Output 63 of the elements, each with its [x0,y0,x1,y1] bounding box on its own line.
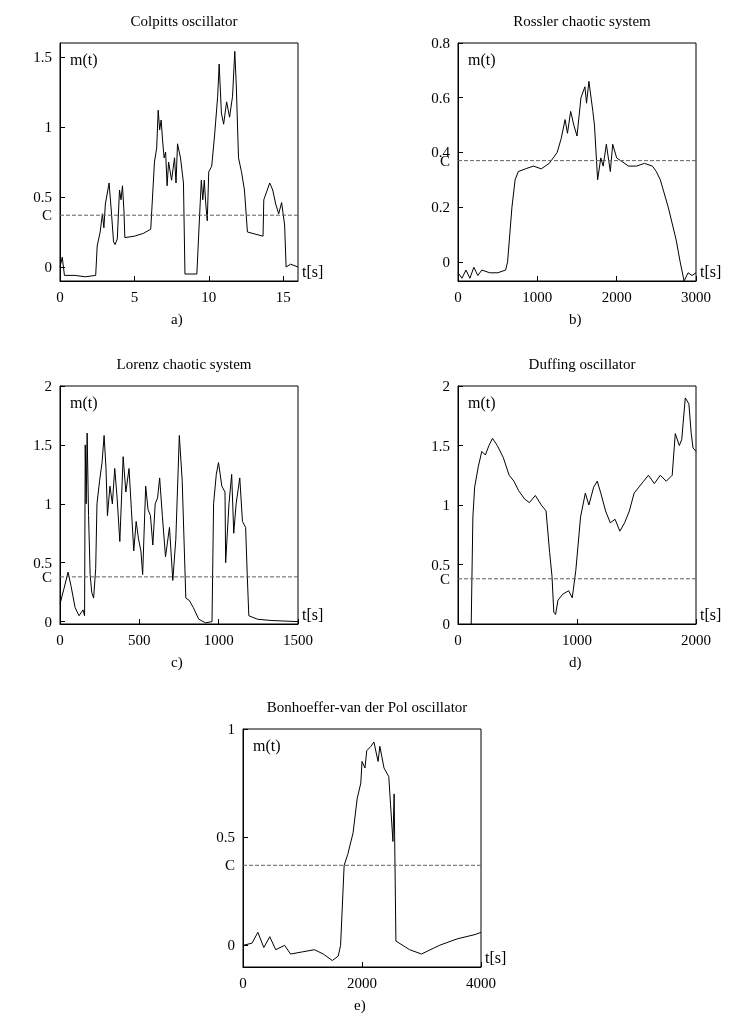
y-axis-title: m(t) [253,736,281,755]
y-axis-title: m(t) [70,393,98,412]
y-tick-label: 0 [442,616,450,632]
ref-line-label: C [41,207,52,224]
y-tick-label: 0 [44,259,52,275]
chart-title: Lorenz chaotic system [116,355,252,372]
y-axis-title: m(t) [468,50,496,69]
y-tick-label: 0 [442,253,450,270]
x-tick-label: 0 [56,288,64,305]
x-axis-title: t[s] [700,605,722,623]
y-tick-label: 1.5 [33,49,52,65]
x-tick-label: 1500 [283,631,313,648]
ref-line-label: C [439,570,450,587]
x-tick-label: 2000 [347,974,377,991]
y-tick-label: 0 [227,937,235,954]
ref-line-label: C [224,857,235,874]
x-axis-title: t[s] [700,262,722,280]
x-tick-label: 2000 [601,288,632,305]
text: d) [569,653,582,671]
x-tick-label: 0 [239,974,247,991]
x-tick-label: 10 [201,288,217,305]
y-tick-label: 0.5 [33,554,52,571]
text: b) [569,310,582,328]
text: e) [354,996,366,1014]
x-tick-label: 0 [56,631,64,648]
y-tick-label: 0 [44,613,52,630]
y-axis-title: m(t) [70,50,98,69]
x-tick-label: 0 [454,631,462,648]
y-tick-label: 1 [44,495,52,512]
chart-title: Colpitts oscillator [130,12,238,29]
ref-line-label: C [41,568,52,585]
x-tick-label: 1000 [562,631,592,648]
chart-title: Rossler chaotic system [513,12,652,29]
x-axis-title: t[s] [302,262,324,280]
y-tick-label: 0.6 [431,89,451,106]
y-tick-label: 1 [227,721,235,737]
x-tick-label: 0 [454,288,462,305]
x-axis-title: t[s] [302,605,324,623]
x-axis-title: t[s] [485,948,507,966]
y-tick-label: 0.8 [431,35,450,51]
x-tick-label: 1000 [522,288,553,305]
text: a) [171,310,183,328]
y-tick-label: 0.5 [431,556,450,573]
y-tick-label: 1 [442,497,450,513]
chart-title: Bonhoeffer-van der Pol oscillator [266,698,468,715]
y-tick-label: 0.2 [431,199,450,216]
x-tick-label: 1000 [203,631,234,648]
y-tick-label: 2 [44,378,52,394]
y-tick-label: 0.5 [33,189,52,205]
y-axis-title: m(t) [468,393,496,412]
x-tick-label: 4000 [466,974,496,991]
x-tick-label: 2000 [681,631,711,648]
y-tick-label: 0.5 [216,829,235,846]
x-tick-label: 3000 [681,288,711,305]
text: c) [171,653,183,671]
x-tick-label: 500 [128,631,151,648]
x-tick-label: 5 [130,288,139,305]
y-tick-label: 1.5 [33,436,52,453]
y-tick-label: 1 [44,119,52,135]
y-tick-label: 2 [442,378,450,394]
y-tick-label: 1.5 [431,437,450,454]
chart-title: Duffing oscillator [528,355,636,372]
x-tick-label: 15 [275,288,291,305]
